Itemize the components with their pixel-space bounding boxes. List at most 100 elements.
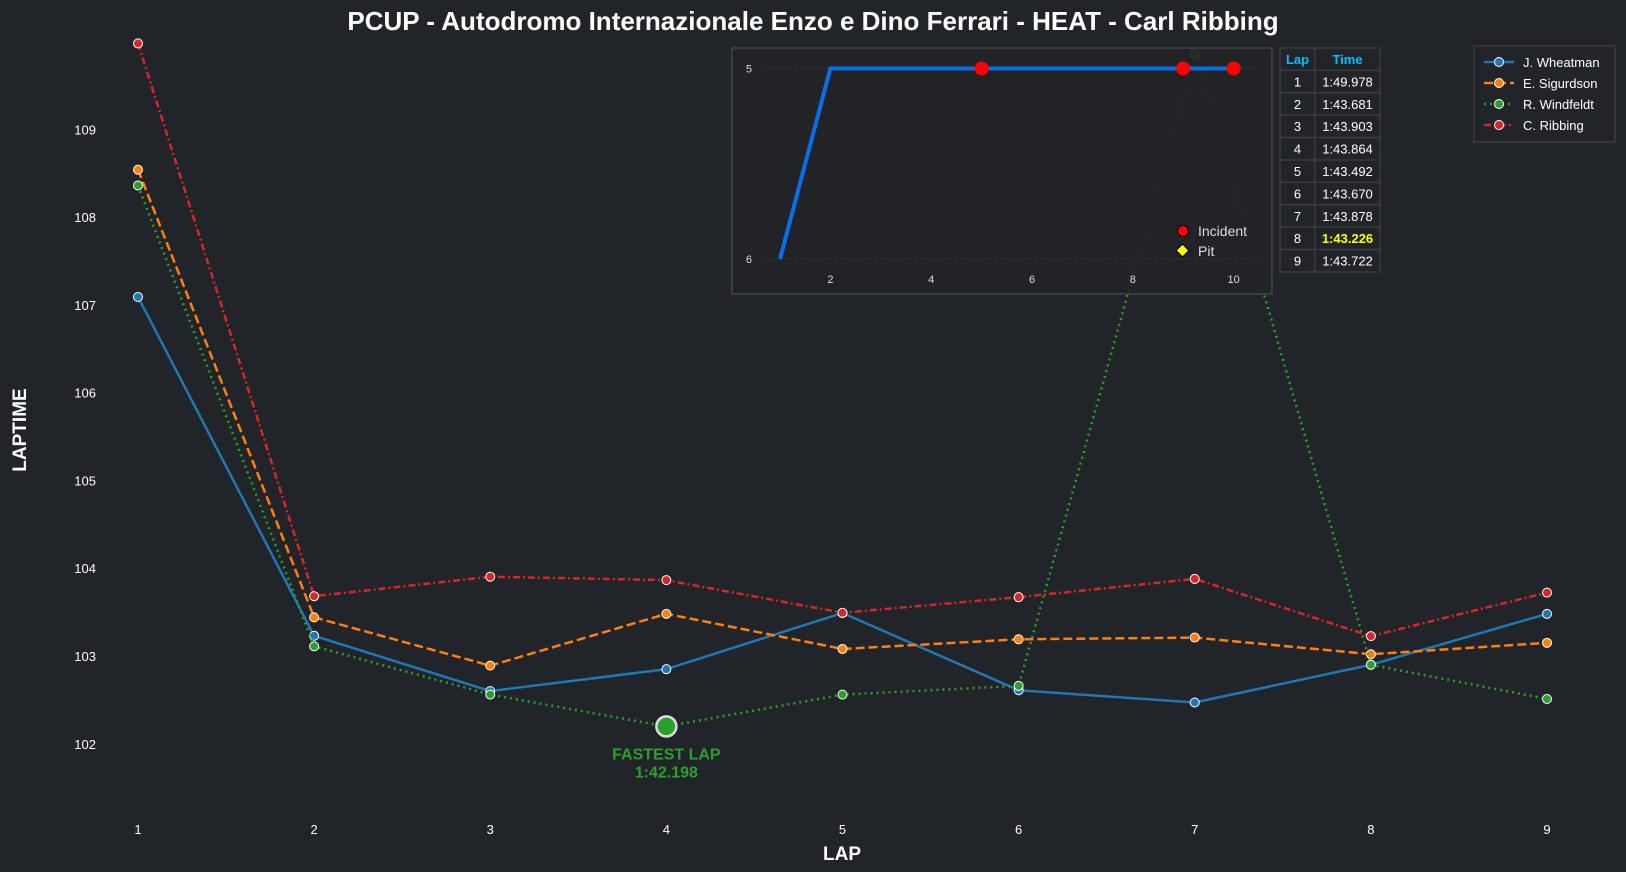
data-point: [1365, 631, 1376, 642]
data-point: [1542, 694, 1552, 705]
legend-label: E. Sigurdson: [1523, 76, 1597, 91]
y-axis-label: LAPTIME: [10, 388, 31, 471]
data-point: [837, 643, 848, 654]
legend: J. Wheatman E. Sigurdson R. Windfeldt C. Ri…: [1473, 45, 1616, 143]
data-point: [1013, 634, 1024, 645]
data-point: [485, 689, 496, 700]
position-line: [778, 66, 1234, 260]
x-tick-label: 9: [1543, 822, 1550, 837]
inset-x-tick-label: 6: [1029, 274, 1035, 286]
data-point: [309, 591, 320, 602]
fastest-lap-marker: [655, 715, 678, 738]
y-tick-label: 104: [74, 561, 96, 576]
data-point: [1189, 632, 1200, 643]
table-cell-text: 9: [1294, 254, 1301, 269]
table-cell-text: 1:43.492: [1322, 164, 1373, 179]
table-cell-text: 5: [1294, 164, 1301, 179]
table-cell-text: 7: [1294, 209, 1301, 224]
incident-marker: [1226, 61, 1241, 76]
data-point: [485, 660, 496, 671]
incident-marker: [974, 61, 989, 76]
data-point: [309, 612, 320, 623]
table-cell-text: 4: [1294, 142, 1301, 157]
x-tick-label: 8: [1367, 822, 1374, 837]
data-point: [661, 664, 672, 675]
data-point: [309, 641, 320, 652]
data-point: [1542, 637, 1552, 648]
pit-legend-marker: [1175, 243, 1190, 258]
legend-label: J. Wheatman: [1523, 55, 1600, 70]
series-line-e-sigurdson: [136, 169, 1548, 667]
data-point: [485, 571, 496, 582]
pit-legend-label: Pit: [1198, 243, 1214, 259]
x-tick-label: 4: [663, 822, 670, 837]
legend-label: R. Windfeldt: [1523, 97, 1594, 112]
y-tick-label: 106: [74, 386, 96, 401]
data-point: [1189, 697, 1200, 708]
data-point: [133, 38, 143, 49]
inset-x-tick-label: 8: [1130, 274, 1136, 286]
table-header: Lap: [1286, 52, 1309, 67]
x-tick-label: 2: [311, 822, 318, 837]
lap-time-table: Lap Time 1 1:49.978 2 1:43.681 3 1:43.903 4 1:43.…: [1279, 47, 1381, 273]
chart-title: PCUP - Autodromo Internazionale Enzo e D…: [347, 6, 1278, 36]
y-tick-label: 107: [74, 298, 96, 313]
inset-y-tick-label: 5: [746, 64, 752, 76]
x-ticks: 1 2 3 4 5 6 7 8 9: [134, 822, 1550, 837]
data-point: [661, 608, 672, 619]
table-cell-text: 1:49.978: [1322, 74, 1373, 89]
y-ticks: 102 103 104 105 106 107 108 109: [74, 122, 96, 751]
table-cell-text: 3: [1294, 119, 1301, 134]
x-tick-label: 6: [1015, 822, 1022, 837]
x-tick-label: 1: [134, 822, 141, 837]
y-tick-label: 105: [74, 473, 96, 488]
y-tick-label: 103: [74, 649, 96, 664]
y-tick-label: 109: [74, 122, 96, 137]
incident-legend-marker: [1177, 225, 1189, 237]
data-point: [1542, 608, 1552, 619]
x-axis-label: LAP: [823, 844, 861, 865]
x-tick-label: 7: [1191, 822, 1198, 837]
data-point: [1542, 587, 1552, 598]
data-point: [1365, 649, 1376, 660]
data-point: [837, 689, 848, 700]
incident-legend-label: Incident: [1198, 223, 1247, 239]
legend-marker: [1494, 57, 1504, 67]
table-cell-text: 8: [1294, 231, 1301, 246]
data-point: [1189, 573, 1200, 584]
fastest-lap-label: FASTEST LAP: [612, 746, 721, 763]
legend-marker: [1494, 120, 1504, 130]
y-tick-label: 102: [74, 737, 96, 752]
x-tick-label: 3: [487, 822, 494, 837]
x-tick-label: 5: [839, 822, 846, 837]
data-point: [1013, 680, 1024, 691]
table-cell: [1314, 249, 1381, 273]
table-cell-text: 1:43.681: [1322, 97, 1373, 112]
table-header: Time: [1332, 52, 1362, 67]
data-point: [309, 630, 320, 641]
legend-marker: [1494, 99, 1504, 109]
data-point: [133, 164, 143, 175]
data-point: [133, 291, 143, 302]
y-tick-label: 108: [74, 210, 96, 225]
inset-legend: Incident Pit: [1175, 223, 1247, 259]
table-cell-text: 1:43.878: [1322, 209, 1373, 224]
table-cell-text: 1:43.722: [1322, 254, 1373, 269]
inset-x-tick-label: 10: [1227, 274, 1239, 286]
data-point: [133, 180, 143, 191]
inset-x-tick-label: 2: [827, 274, 833, 286]
inset-x-tick-label: 4: [928, 274, 934, 286]
table-cell-text: 1:43.864: [1322, 142, 1373, 157]
fastest-lap-time: 1:42.198: [635, 764, 698, 781]
incident-marker: [1176, 61, 1191, 76]
table-cell-text: 1:43.670: [1322, 186, 1373, 201]
table-cell-text: 1:43.226: [1322, 231, 1373, 246]
table-cell-text: 1: [1294, 74, 1301, 89]
inset-y-tick-label: 6: [746, 254, 752, 266]
legend-label: C. Ribbing: [1523, 118, 1584, 133]
data-point: [837, 607, 848, 618]
data-point: [1013, 592, 1024, 603]
series-line-j-wheatman: [136, 296, 1548, 704]
data-point: [1365, 659, 1376, 670]
